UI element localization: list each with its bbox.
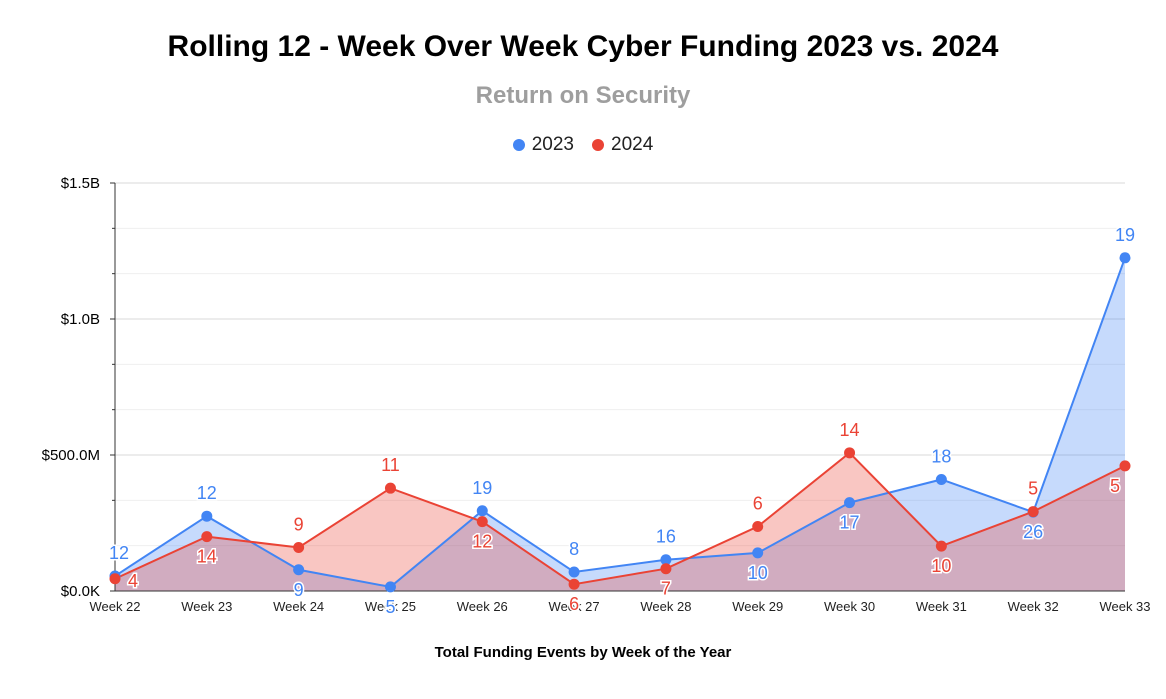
legend-marker-2024: [592, 139, 604, 151]
data-label-2024: 14: [197, 547, 217, 567]
chart-subtitle: Return on Security: [475, 82, 691, 109]
data-point-2024: [384, 482, 396, 494]
legend-label-2023: 2023: [531, 134, 574, 155]
data-point-2024: [1119, 460, 1131, 472]
data-point-2024: [476, 516, 488, 528]
data-label-2023: 12: [109, 543, 129, 563]
x-tick-label: Week 29: [732, 599, 783, 614]
x-tick-label: Week 25: [365, 599, 416, 614]
data-point-2023: [568, 566, 580, 578]
data-point-2023: [201, 510, 213, 522]
data-point-2023: [844, 497, 856, 509]
series-line-2023: [114, 257, 1126, 588]
data-point-2024: [201, 531, 213, 543]
x-tick-label: Week 33: [1099, 599, 1150, 614]
line-layer: [114, 257, 1126, 588]
area-layer: [115, 257, 1125, 591]
data-point-2023: [660, 554, 672, 566]
data-point-2024: [844, 447, 856, 459]
data-point-2024: [568, 578, 580, 590]
x-tick-label: Week 23: [181, 599, 232, 614]
legend-item-2024[interactable]: 2024: [592, 134, 653, 156]
data-point-2024: [1027, 506, 1039, 518]
data-label-2023: 18: [931, 446, 951, 466]
point-layer: [109, 252, 1131, 593]
data-point-2024: [109, 573, 121, 585]
legend-label-2024: 2024: [611, 134, 654, 155]
x-tick-label: Week 26: [457, 599, 508, 614]
label-layer: 12 12 9 5 19 8 16 10 17 18 26 19 4 14 9 11 12 6 7 6 14 10 5 5: [107, 223, 1136, 618]
x-tick-label: Week 22: [89, 599, 140, 614]
data-point-2023: [384, 581, 396, 593]
data-label-2023: 19: [1115, 225, 1135, 245]
data-label-2023: 5: [385, 597, 395, 617]
chart-title: Rolling 12 - Week Over Week Cyber Fundin…: [167, 30, 999, 63]
x-axis-title: Total Funding Events by Week of the Year: [434, 644, 732, 661]
data-label-2023: 10: [748, 563, 768, 583]
chart-legend: 2023 2024: [0, 134, 1166, 156]
data-label-2024: 10: [931, 556, 951, 576]
data-point-2023: [293, 564, 305, 576]
data-point-2024: [660, 563, 672, 575]
data-label-2023: 12: [197, 483, 217, 503]
x-tick-label: Week 31: [916, 599, 967, 614]
data-label-2024: 6: [569, 594, 579, 614]
data-label-2023: 8: [569, 539, 579, 559]
data-label-2023: 9: [294, 580, 304, 600]
data-point-2023: [1119, 252, 1131, 264]
legend-marker-2023: [512, 139, 525, 151]
data-label-2024: 7: [661, 579, 671, 599]
y-tick-label: $500.0M: [42, 447, 100, 464]
data-point-2024: [752, 521, 764, 533]
y-tick-label: $1.0B: [61, 311, 100, 328]
data-label-2024: 9: [294, 514, 304, 534]
data-label-2024: 4: [128, 571, 138, 591]
series-line-2024: [114, 451, 1126, 586]
x-tick-label: Week 28: [640, 599, 691, 614]
data-label-2023: 26: [1023, 522, 1043, 542]
data-point-2023: [752, 547, 764, 559]
legend-item-2023[interactable]: 2023: [512, 134, 574, 156]
x-tick-label: Week 32: [1008, 599, 1059, 614]
data-label-2023: 16: [656, 527, 676, 547]
data-label-2024: 14: [840, 420, 860, 440]
data-label-2023: 17: [840, 513, 860, 533]
data-label-2024: 6: [753, 494, 763, 514]
grid-layer: [115, 182, 1125, 547]
data-point-2024: [935, 540, 947, 552]
area-2024: [115, 452, 1125, 591]
data-label-2024: 5: [1110, 476, 1120, 496]
data-label-2024: 12: [472, 532, 492, 552]
y-tick-label: $0.0K: [61, 583, 100, 600]
x-tick-label: Week 27: [549, 599, 600, 614]
x-tick-label: Week 24: [273, 599, 324, 614]
data-point-2023: [476, 505, 488, 517]
y-tick-label: $1.5B: [61, 175, 100, 192]
area-2023: [115, 257, 1125, 591]
data-label-2023: 19: [472, 478, 492, 498]
data-point-2024: [293, 541, 305, 553]
axis-layer: $0.0K $500.0M $1.0B $1.5B Week 22 Week 23 Week…: [42, 175, 1151, 614]
data-point-2023: [935, 473, 947, 485]
x-tick-label: Week 30: [824, 599, 875, 614]
data-label-2024: 5: [1028, 479, 1038, 499]
data-label-2024: 11: [381, 455, 400, 475]
